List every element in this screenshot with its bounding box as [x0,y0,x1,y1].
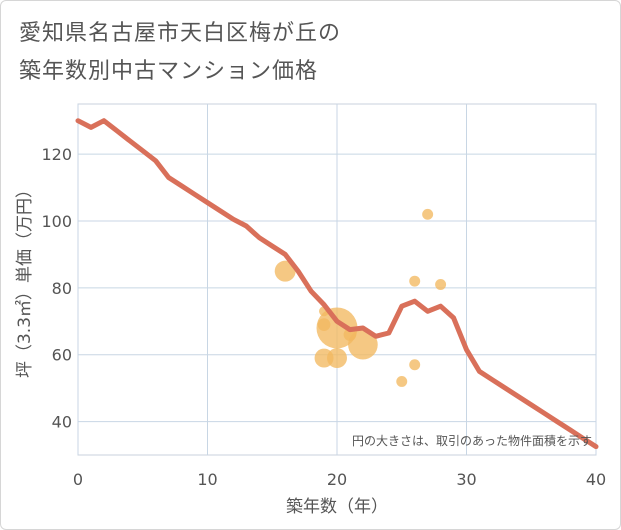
x-tick-label: 20 [327,470,347,489]
bubble-point [274,260,296,282]
y-tick-label: 60 [52,346,72,365]
bubble-point [396,375,408,387]
grid-lines [77,104,597,455]
bubble-series [274,208,447,387]
x-tick-label: 30 [456,470,476,489]
average-price-line [75,118,599,450]
x-tick-label: 0 [73,470,83,489]
y-tick-label: 120 [41,145,72,164]
y-axis-label: 坪（3.3㎡）単価（万円） [15,181,35,378]
chart-title-line-2: 築年数別中古マンション価格 [19,59,319,84]
axis-ticks: 0 10 20 30 40 40 60 80 100 120 [41,145,606,489]
bubble-point [422,208,434,220]
chart-title-line-1: 愛知県名古屋市天白区梅が丘の [19,21,342,46]
y-tick-label: 40 [52,413,72,432]
x-tick-label: 40 [586,470,606,489]
x-tick-label: 10 [197,470,217,489]
bubble-point [317,318,331,331]
bubble-point [409,275,421,287]
bubble-size-note: 円の大きさは、取引のあった物件面積を示す [352,433,592,448]
bubble-point [409,359,421,371]
bubble-point [435,279,447,290]
bubble-point [314,348,334,368]
y-tick-label: 100 [41,212,72,231]
x-axis-label: 築年数（年） [286,497,388,517]
y-tick-label: 80 [52,279,72,298]
